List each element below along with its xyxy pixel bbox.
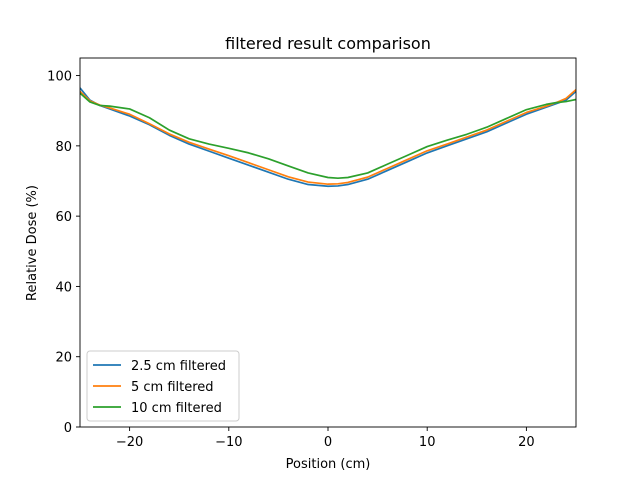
series-line-1 bbox=[80, 87, 576, 188]
legend: 2.5 cm filtered 5 cm filtered 10 cm filter… bbox=[86, 350, 240, 422]
y-tick-label: 100 bbox=[47, 70, 72, 85]
legend-label: 5 cm filtered bbox=[131, 380, 214, 395]
y-tick-label: 0 bbox=[64, 421, 72, 436]
x-tick-label: 0 bbox=[324, 435, 332, 450]
legend-box bbox=[86, 350, 240, 422]
axis-ticks: −20 −10 0 10 20 0 20 40 60 80 100 bbox=[47, 70, 535, 450]
x-tick-label: 10 bbox=[419, 435, 436, 450]
x-tick-label: −10 bbox=[215, 435, 242, 450]
x-axis-label: Position (cm) bbox=[286, 457, 371, 472]
y-tick-label: 60 bbox=[55, 210, 72, 225]
y-tick-label: 20 bbox=[55, 351, 72, 366]
x-tick-label: −20 bbox=[116, 435, 143, 450]
y-tick-label: 40 bbox=[55, 280, 72, 295]
y-axis-label: Relative Dose (%) bbox=[25, 185, 40, 301]
series-line-3 bbox=[80, 92, 576, 180]
x-tick-label: 20 bbox=[518, 435, 535, 450]
y-tick-label: 80 bbox=[55, 140, 72, 155]
legend-label: 10 cm filtered bbox=[131, 401, 222, 416]
legend-label: 2.5 cm filtered bbox=[131, 359, 226, 374]
series-line-2 bbox=[80, 88, 576, 186]
chart-title: filtered result comparison bbox=[225, 34, 431, 53]
